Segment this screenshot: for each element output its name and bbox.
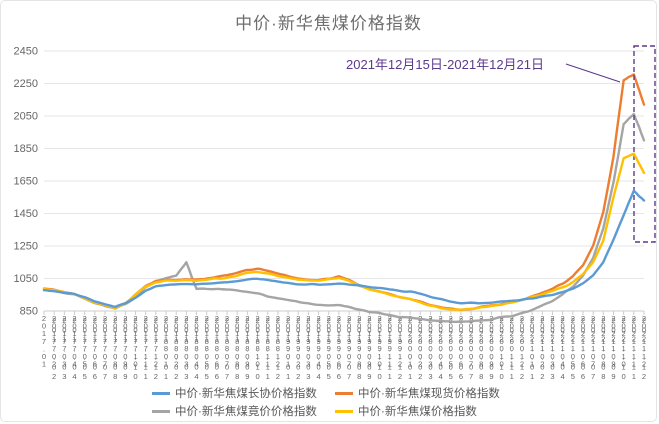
- svg-text:2020.10: 2020.10: [500, 316, 504, 381]
- svg-text:2021.08: 2021.08: [601, 316, 605, 381]
- svg-text:2020.05: 2020.05: [449, 316, 453, 381]
- svg-text:1050: 1050: [14, 273, 38, 285]
- svg-text:1450: 1450: [14, 208, 38, 220]
- svg-text:2017.07: 2017.07: [103, 316, 107, 381]
- svg-text:2050: 2050: [14, 111, 38, 123]
- svg-text:2020.12: 2020.12: [520, 316, 524, 381]
- svg-text:2019.01: 2019.01: [286, 316, 290, 381]
- svg-text:2021.06: 2021.06: [581, 316, 585, 381]
- svg-text:850: 850: [20, 306, 38, 318]
- svg-text:2021.02: 2021.02: [540, 316, 544, 381]
- svg-text:2021.10: 2021.10: [622, 316, 626, 381]
- svg-text:1250: 1250: [14, 241, 38, 253]
- svg-text:2017.05: 2017.05: [83, 316, 87, 381]
- svg-text:2021.07: 2021.07: [591, 316, 595, 381]
- svg-text:2021.12: 2021.12: [642, 316, 646, 381]
- svg-text:2018.06: 2018.06: [215, 316, 219, 381]
- svg-text:2017.06: 2017.06: [93, 316, 97, 381]
- svg-text:2021.11: 2021.11: [632, 316, 636, 381]
- svg-text:1650: 1650: [14, 176, 38, 188]
- svg-text:2018.12: 2018.12: [276, 316, 280, 381]
- svg-text:2021.09: 2021.09: [611, 316, 615, 381]
- svg-text:2021.04: 2021.04: [561, 316, 565, 381]
- svg-text:2450: 2450: [14, 46, 38, 58]
- svg-text:2250: 2250: [14, 78, 38, 90]
- svg-text:2021.05: 2021.05: [571, 316, 575, 381]
- svg-text:2018.09: 2018.09: [245, 316, 249, 381]
- svg-text:1850: 1850: [14, 143, 38, 155]
- svg-text:2021.03: 2021.03: [550, 316, 554, 381]
- svg-text:2021.01: 2021.01: [530, 316, 534, 381]
- svg-text:2019.07: 2019.07: [347, 316, 351, 381]
